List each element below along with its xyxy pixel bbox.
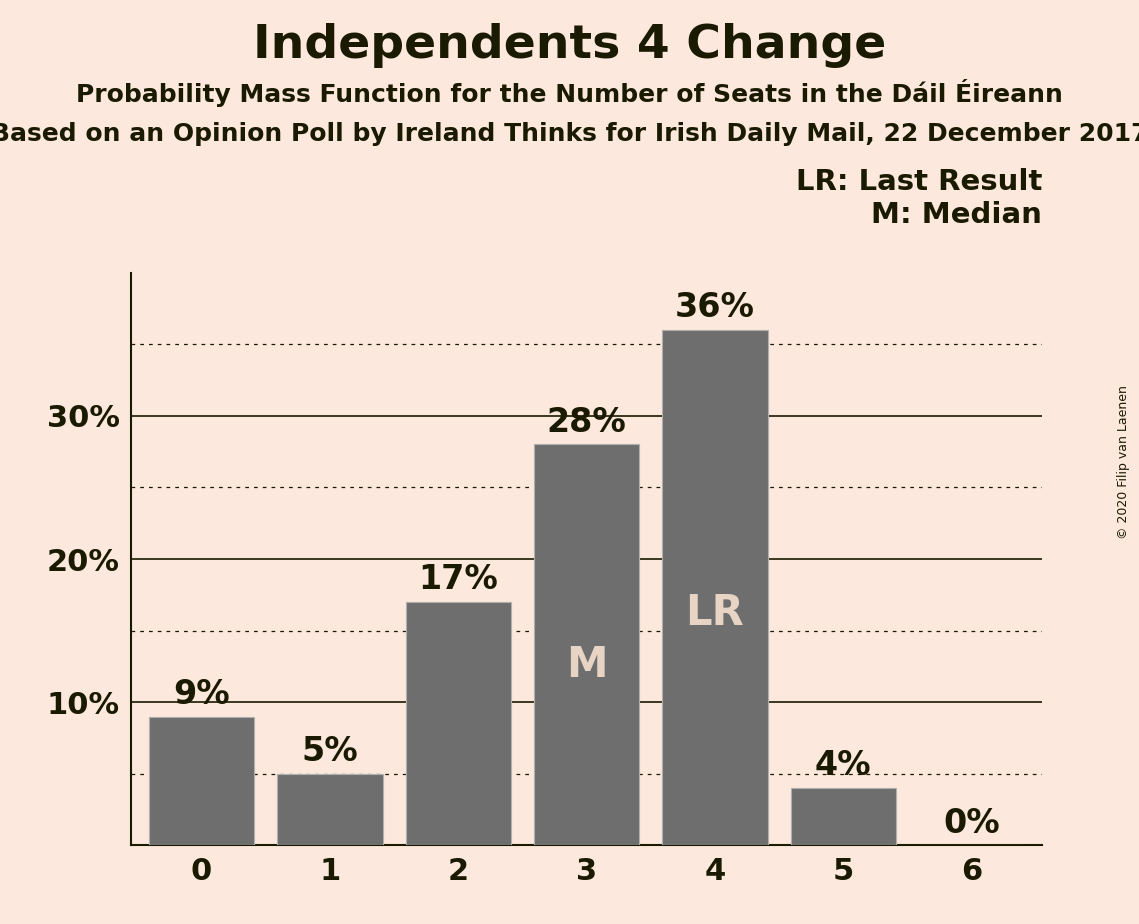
Bar bbox=[662, 330, 768, 845]
Bar bbox=[405, 602, 511, 845]
Bar bbox=[277, 774, 383, 845]
Bar bbox=[534, 444, 639, 845]
Text: Independents 4 Change: Independents 4 Change bbox=[253, 23, 886, 68]
Text: 4%: 4% bbox=[816, 749, 871, 783]
Text: Based on an Opinion Poll by Ireland Thinks for Irish Daily Mail, 22 December 201: Based on an Opinion Poll by Ireland Thin… bbox=[0, 122, 1139, 146]
Text: LR: LR bbox=[686, 592, 744, 635]
Text: 36%: 36% bbox=[675, 291, 755, 324]
Text: Probability Mass Function for the Number of Seats in the Dáil Éireann: Probability Mass Function for the Number… bbox=[76, 79, 1063, 106]
Text: 5%: 5% bbox=[302, 736, 359, 768]
Bar bbox=[790, 788, 896, 845]
Text: 28%: 28% bbox=[547, 406, 626, 439]
Text: LR: Last Result: LR: Last Result bbox=[796, 168, 1042, 196]
Text: M: M bbox=[566, 644, 607, 686]
Text: 17%: 17% bbox=[418, 564, 498, 596]
Bar bbox=[149, 717, 254, 845]
Text: M: Median: M: Median bbox=[871, 201, 1042, 229]
Text: 9%: 9% bbox=[173, 678, 230, 711]
Text: 0%: 0% bbox=[943, 807, 1000, 840]
Text: © 2020 Filip van Laenen: © 2020 Filip van Laenen bbox=[1117, 385, 1130, 539]
